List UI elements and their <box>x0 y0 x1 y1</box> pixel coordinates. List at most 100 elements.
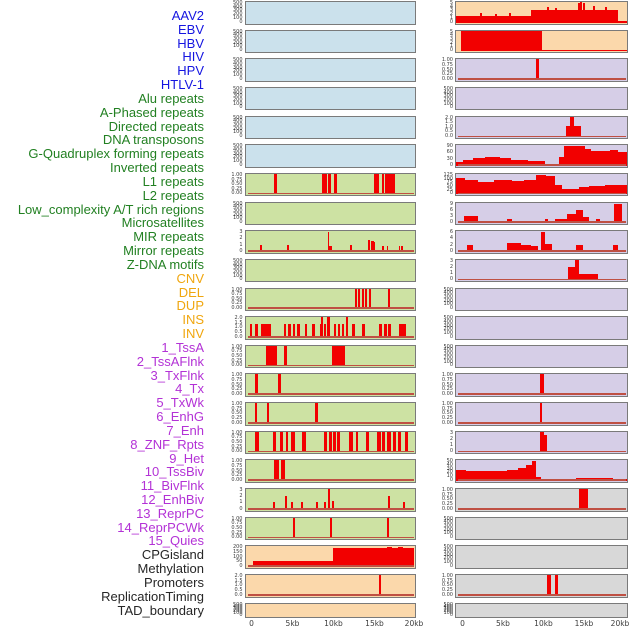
data-bar <box>323 323 326 338</box>
ytick-label: 1.00 <box>231 171 243 178</box>
ytick-label: 200 <box>443 97 453 104</box>
right-track-cpgisland <box>455 488 628 512</box>
ytick-label: 0.75 <box>231 176 243 183</box>
row-label-microsatellites: Microsatellites <box>121 215 204 231</box>
ytick-label: 0.0 <box>445 133 453 140</box>
ytick-label: 500 <box>232 200 243 207</box>
ytick-label: 100 <box>232 14 243 21</box>
ytick-label: 0.00 <box>231 534 243 541</box>
data-bar <box>333 431 336 453</box>
ytick-label: 400 <box>443 548 453 555</box>
row-label-15-quies: 15_Quies <box>148 533 204 549</box>
ytick-label: 0.00 <box>231 390 243 397</box>
left-track-mirror-repeats <box>244 488 416 512</box>
row-label-dna-transposons: DNA transposons <box>102 132 204 148</box>
ytick-label: 3 <box>449 7 453 14</box>
right-track-14-reprpcwk <box>455 430 628 455</box>
left-yticks-inverted-repeats: 2.0 1.5 1.0 0.5 0.0 <box>213 316 243 340</box>
ytick-label: 200 <box>232 11 243 18</box>
row-label-2-tssaflnk: 2_TssAFlnk <box>136 353 204 369</box>
row-label-column: AAV2 EBV HBV HIV HPV HTLV-1 Alu repeats A-Phase… <box>0 9 204 617</box>
data-bar <box>371 241 374 252</box>
ytick-label: 0.50 <box>441 496 453 503</box>
data-baseline <box>458 278 626 281</box>
ytick-label: 100 <box>232 215 243 222</box>
ytick-label: 300 <box>443 293 453 300</box>
row-label-directed-repeats: Directed repeats <box>108 118 204 134</box>
data-bar <box>254 403 258 424</box>
ytick-label: 3 <box>449 257 453 264</box>
data-baseline <box>458 135 626 138</box>
ytick-label: 0.00 <box>231 448 243 455</box>
ytick-label: 0.50 <box>231 439 243 445</box>
ytick-label: 25 <box>446 186 453 193</box>
data-baseline <box>458 479 626 481</box>
data-bar <box>507 218 513 224</box>
ytick-label: 0.25 <box>231 472 243 479</box>
left-track-htlv-1 <box>244 144 416 168</box>
left-yticks-a-phased-repeats: 500 400 300 200 100 0 <box>213 200 243 226</box>
ytick-label: 1.00 <box>231 401 243 408</box>
data-bar <box>377 431 381 453</box>
ytick-label: 0 <box>239 133 243 140</box>
data-bar <box>580 2 583 23</box>
ytick-label: 0 <box>449 161 453 168</box>
data-baseline <box>247 393 414 395</box>
data-bar <box>401 245 403 252</box>
data-area <box>493 180 513 195</box>
ytick-label: 1.00 <box>441 372 453 379</box>
ytick-label: 125 <box>443 171 453 178</box>
data-bar <box>361 288 364 309</box>
data-bar <box>398 245 401 252</box>
data-bar <box>569 116 574 138</box>
left-yticks-low-complexity-a-t-rich-regions: 1.00 0.75 0.50 0.25 0.00 <box>213 401 243 426</box>
ytick-label: 100 <box>443 329 453 336</box>
ytick-label: 0.50 <box>231 467 243 474</box>
data-bar <box>578 3 580 23</box>
data-bar <box>292 323 295 338</box>
data-bar <box>539 403 543 424</box>
ytick-label: 0.50 <box>441 381 453 388</box>
ytick-label: 3 <box>449 36 453 43</box>
data-bar <box>280 460 286 481</box>
ytick-label: 0 <box>239 505 243 512</box>
ytick-label: 1.00 <box>231 372 243 379</box>
data-bar <box>315 502 318 510</box>
data-bar <box>403 502 406 510</box>
row-label-aav2: AAV2 <box>171 8 204 23</box>
data-baseline <box>458 507 626 510</box>
ytick-label: 0 <box>239 47 243 54</box>
ytick-label: 2 <box>449 39 453 46</box>
ytick-label: 500 <box>443 601 453 608</box>
row-label-l2-repeats: L2 repeats <box>142 187 204 203</box>
row-label-tad-boundary: TAD_boundary <box>117 602 204 618</box>
data-area <box>512 181 525 195</box>
ytick-label: 300 <box>232 207 243 214</box>
data-bar <box>266 345 278 367</box>
right-yticks-4-tx: 90 60 30 0 <box>423 144 453 168</box>
data-bar <box>304 323 308 338</box>
data-bar <box>509 13 512 23</box>
row-label-g-quadruplex-forming-repeats: G-Quadruplex forming repeats <box>28 146 204 162</box>
ytick-label: 0.5 <box>445 128 453 135</box>
data-bar <box>324 431 328 453</box>
left-xtick-15kb: 15kb <box>365 619 384 628</box>
left-track-hpv <box>244 115 416 140</box>
left-yticks-ebv: 500 400 300 200 100 0 <box>213 29 243 54</box>
ytick-label: 0.00 <box>231 362 243 369</box>
ytick-label: 500 <box>232 257 243 264</box>
data-bar <box>287 244 290 252</box>
ytick-label: 500 <box>443 286 453 293</box>
ytick-label: 300 <box>232 265 243 272</box>
data-bar <box>324 502 327 510</box>
data-area <box>456 469 467 481</box>
ytick-label: 0.25 <box>231 414 243 421</box>
data-bar <box>312 323 315 338</box>
ytick-label: 400 <box>232 118 243 125</box>
left-yticks-hbv: 500 400 300 200 100 0 <box>213 58 243 82</box>
ytick-label: 1.5 <box>445 119 453 126</box>
ytick-label: 9 <box>449 200 453 207</box>
data-bar <box>288 323 291 338</box>
data-area <box>566 125 582 138</box>
